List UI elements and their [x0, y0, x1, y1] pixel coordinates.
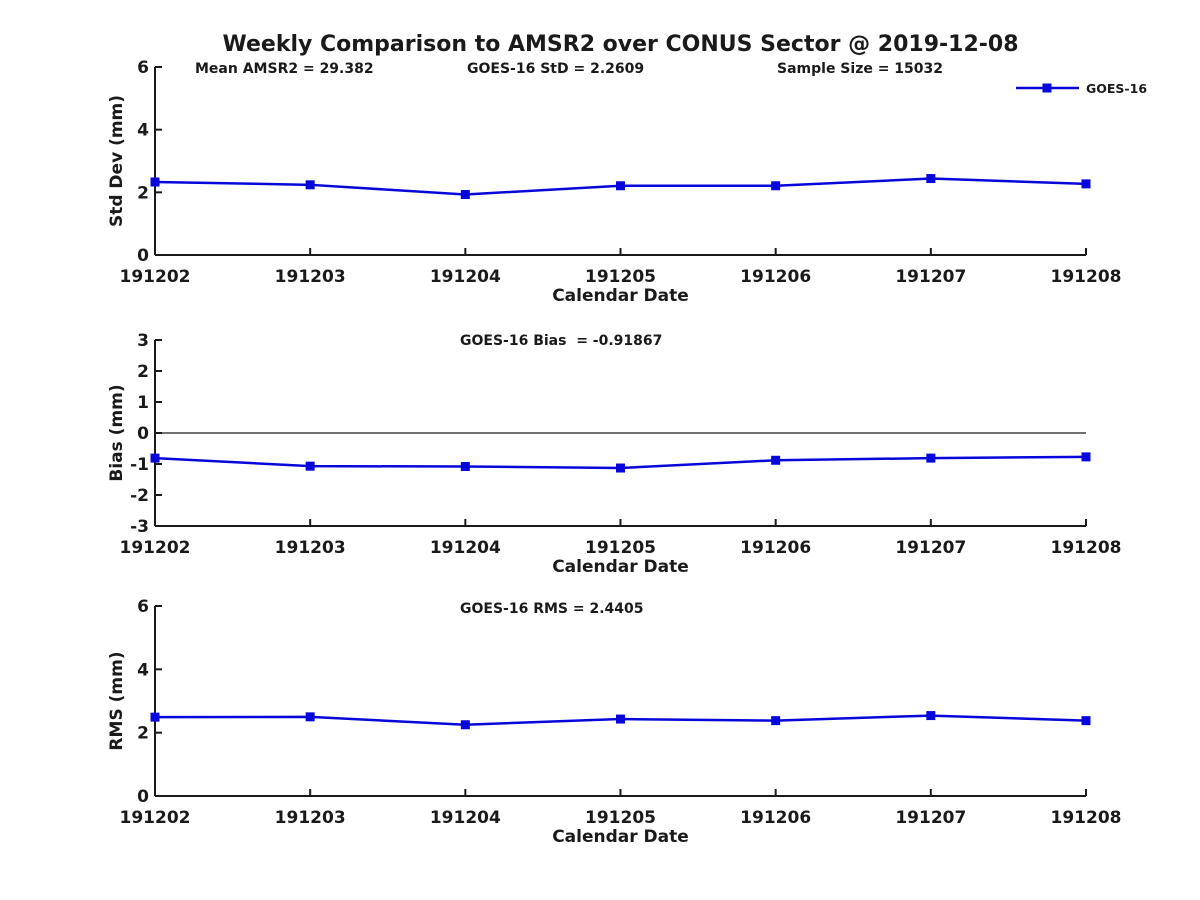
chart-std-dev: 0 2 4 6 191202 191203 191204 191205 191206 191207…	[107, 58, 1121, 306]
data-point-marker	[150, 712, 160, 722]
y-tick-label: 2	[137, 183, 149, 203]
y-tick-label: 0	[137, 424, 149, 444]
data-point-marker	[616, 181, 625, 191]
x-tick-label: 191205	[585, 808, 656, 828]
data-point-marker	[926, 453, 936, 463]
y-tick-label: -2	[130, 486, 149, 506]
data-point-marker	[460, 461, 470, 471]
y-tick-label: 4	[137, 121, 149, 141]
x-tick-label: 191204	[430, 267, 501, 287]
data-point-marker	[616, 714, 625, 724]
data-point-marker	[1081, 452, 1091, 462]
y-tick-label: 1	[137, 393, 149, 413]
x-tick-label: 191207	[895, 267, 966, 287]
annotation-text: GOES-16 RMS = 2.4405	[460, 601, 644, 617]
annotation-text: GOES-16 Bias = -0.91867	[460, 333, 662, 349]
annotation-text: GOES-16 StD = 2.2609	[467, 61, 644, 77]
x-tick-label: 191206	[740, 538, 811, 558]
y-tick-label: 2	[137, 362, 149, 382]
x-axis-label: Calendar Date	[552, 286, 689, 306]
data-point-marker	[771, 181, 781, 191]
data-point-marker	[460, 190, 470, 200]
data-point-marker	[150, 453, 160, 463]
y-tick-label: 0	[137, 246, 149, 266]
data-point-marker	[305, 712, 315, 722]
y-tick-label: 2	[137, 724, 149, 744]
x-tick-label: 191202	[120, 538, 191, 558]
data-point-marker	[616, 463, 625, 473]
x-tick-label: 191207	[895, 808, 966, 828]
data-point-marker	[1081, 716, 1091, 726]
annotation-text: Mean AMSR2 = 29.382	[195, 61, 374, 77]
data-point-marker	[305, 461, 315, 471]
x-tick-label: 191203	[275, 538, 346, 558]
x-tick-label: 191205	[585, 267, 656, 287]
x-axis-label: Calendar Date	[552, 827, 689, 847]
data-point-marker	[926, 711, 936, 721]
x-tick-label: 191207	[895, 538, 966, 558]
y-tick-label: 6	[137, 58, 149, 78]
legend: GOES-16	[1016, 81, 1147, 96]
data-point-marker	[150, 177, 160, 187]
legend-marker-icon	[1042, 83, 1052, 93]
figure-title: Weekly Comparison to AMSR2 over CONUS Se…	[223, 32, 1019, 57]
x-tick-label: 191205	[585, 538, 656, 558]
y-tick-label: 0	[137, 787, 149, 807]
x-tick-label: 191202	[120, 267, 191, 287]
chart-rms: 0 2 4 6 191202 191203 191204 191205 191206 191207…	[107, 597, 1121, 847]
annotation-text: Sample Size = 15032	[777, 61, 943, 77]
x-tick-label: 191203	[275, 808, 346, 828]
x-tick-label: 191202	[120, 808, 191, 828]
x-tick-label: 191208	[1051, 267, 1122, 287]
y-tick-label: -3	[130, 517, 149, 537]
data-point-marker	[771, 716, 781, 726]
data-point-marker	[305, 180, 315, 190]
chart-bias: -3 -2 -1 0 1 2 3 191202 191203 191204 191205 191206…	[107, 331, 1121, 577]
y-tick-label: 6	[137, 597, 149, 617]
data-point-marker	[1081, 179, 1091, 189]
x-tick-label: 191208	[1051, 538, 1122, 558]
x-tick-label: 191204	[430, 808, 501, 828]
y-tick-label: -1	[130, 455, 149, 475]
x-tick-label: 191206	[740, 808, 811, 828]
y-axis-label: RMS (mm)	[107, 651, 127, 750]
data-point-marker	[460, 720, 470, 730]
y-axis-label: Bias (mm)	[107, 384, 127, 481]
y-tick-label: 3	[137, 331, 149, 351]
data-point-marker	[771, 455, 781, 465]
y-axis-label: Std Dev (mm)	[107, 95, 127, 227]
x-tick-label: 191204	[430, 538, 501, 558]
data-point-marker	[926, 174, 936, 184]
x-tick-label: 191208	[1051, 808, 1122, 828]
x-tick-label: 191206	[740, 267, 811, 287]
y-tick-label: 4	[137, 660, 149, 680]
legend-label: GOES-16	[1086, 81, 1147, 96]
x-tick-label: 191203	[275, 267, 346, 287]
x-axis-label: Calendar Date	[552, 557, 689, 577]
